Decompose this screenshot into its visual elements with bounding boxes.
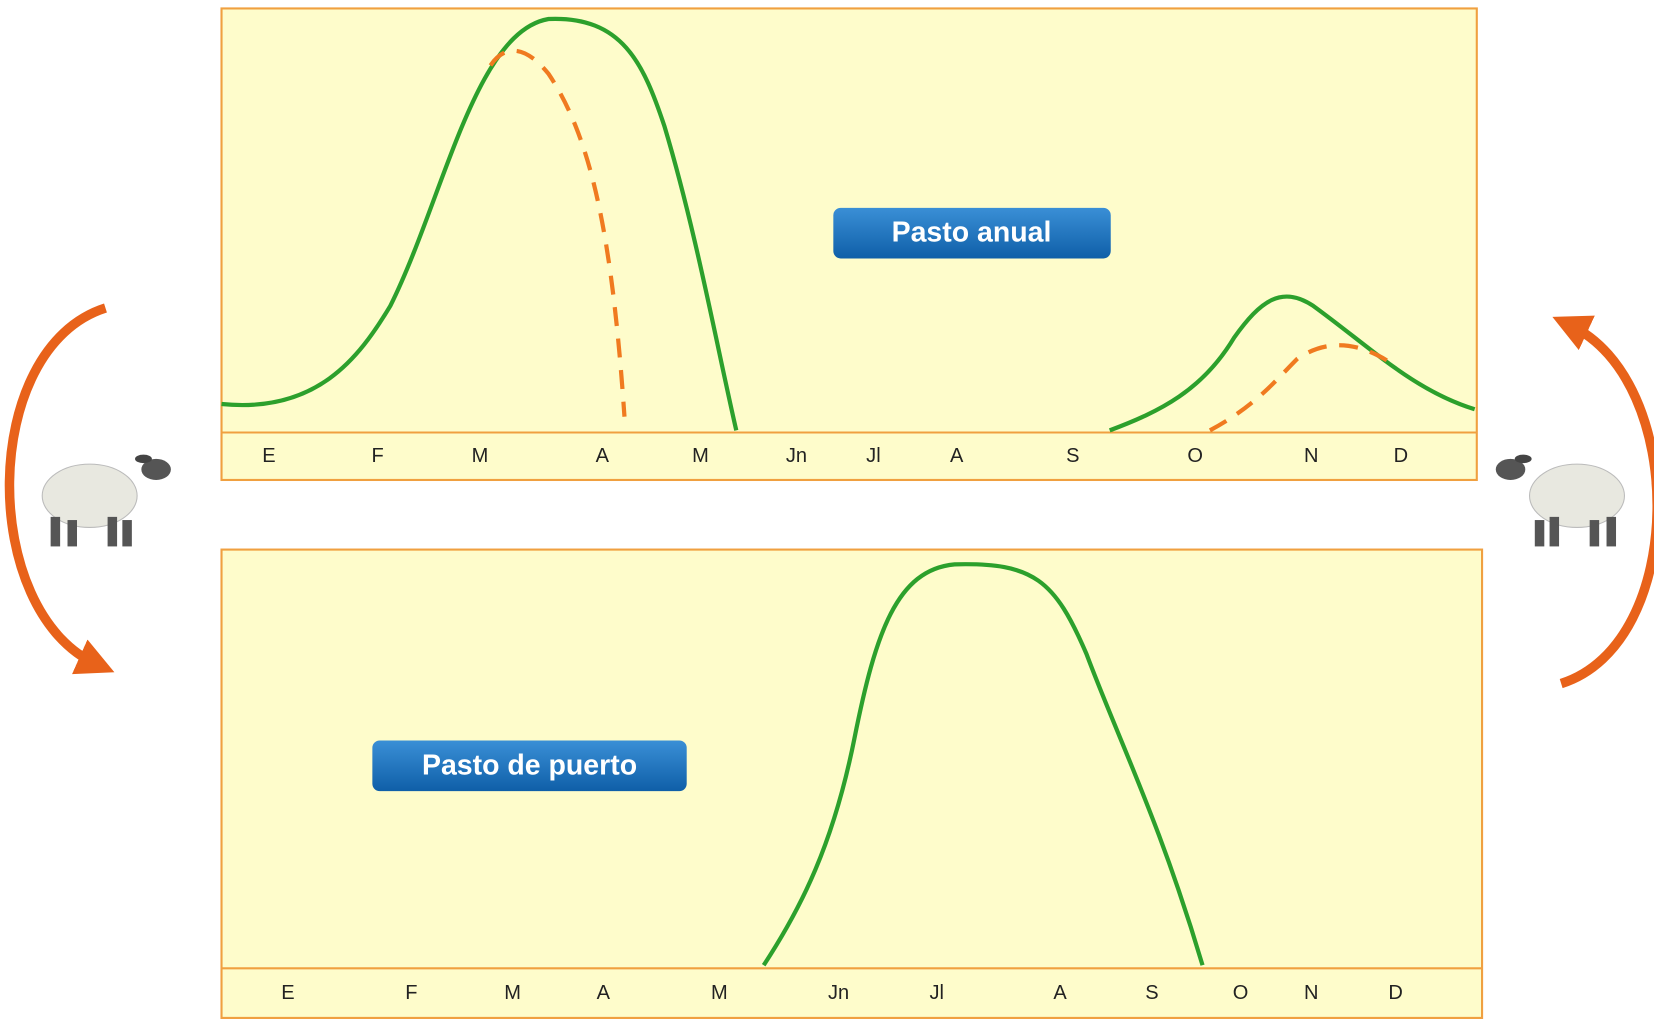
arrow: [4, 303, 115, 675]
month-label: F: [372, 445, 384, 467]
month-label: O: [1187, 445, 1203, 467]
month-label: N: [1304, 445, 1318, 467]
month-label: M: [692, 445, 709, 467]
month-label: A: [950, 445, 964, 467]
arrow: [1552, 315, 1654, 689]
month-label: E: [262, 445, 275, 467]
month-label: Jn: [828, 982, 849, 1004]
growth-curve: [221, 16, 739, 431]
month-label: N: [1304, 982, 1318, 1004]
month-label: M: [711, 982, 728, 1004]
growth-curve: [1108, 294, 1476, 433]
dashed-curve: [1208, 343, 1394, 433]
month-label: F: [405, 982, 417, 1004]
month-label: O: [1233, 982, 1249, 1004]
sheep: [1495, 454, 1625, 547]
month-label: M: [504, 982, 521, 1004]
growth-curve: [761, 562, 1205, 967]
panel-label: Pasto anual: [892, 217, 1052, 249]
month-label: Jl: [866, 445, 880, 467]
month-label: E: [281, 982, 294, 1004]
month-label: A: [597, 982, 611, 1004]
panel-label: Pasto de puerto: [422, 749, 637, 781]
label-badge: [833, 207, 1111, 259]
month-label: S: [1145, 982, 1158, 1004]
month-label: A: [1053, 982, 1067, 1004]
sheep: [41, 454, 171, 547]
month-label: D: [1388, 982, 1402, 1004]
month-label: S: [1066, 445, 1079, 467]
month-label: A: [596, 445, 610, 467]
month-label: D: [1394, 445, 1408, 467]
month-label: M: [472, 445, 489, 467]
month-label: Jl: [929, 982, 943, 1004]
label-badge: [372, 740, 687, 792]
month-label: Jn: [786, 445, 807, 467]
